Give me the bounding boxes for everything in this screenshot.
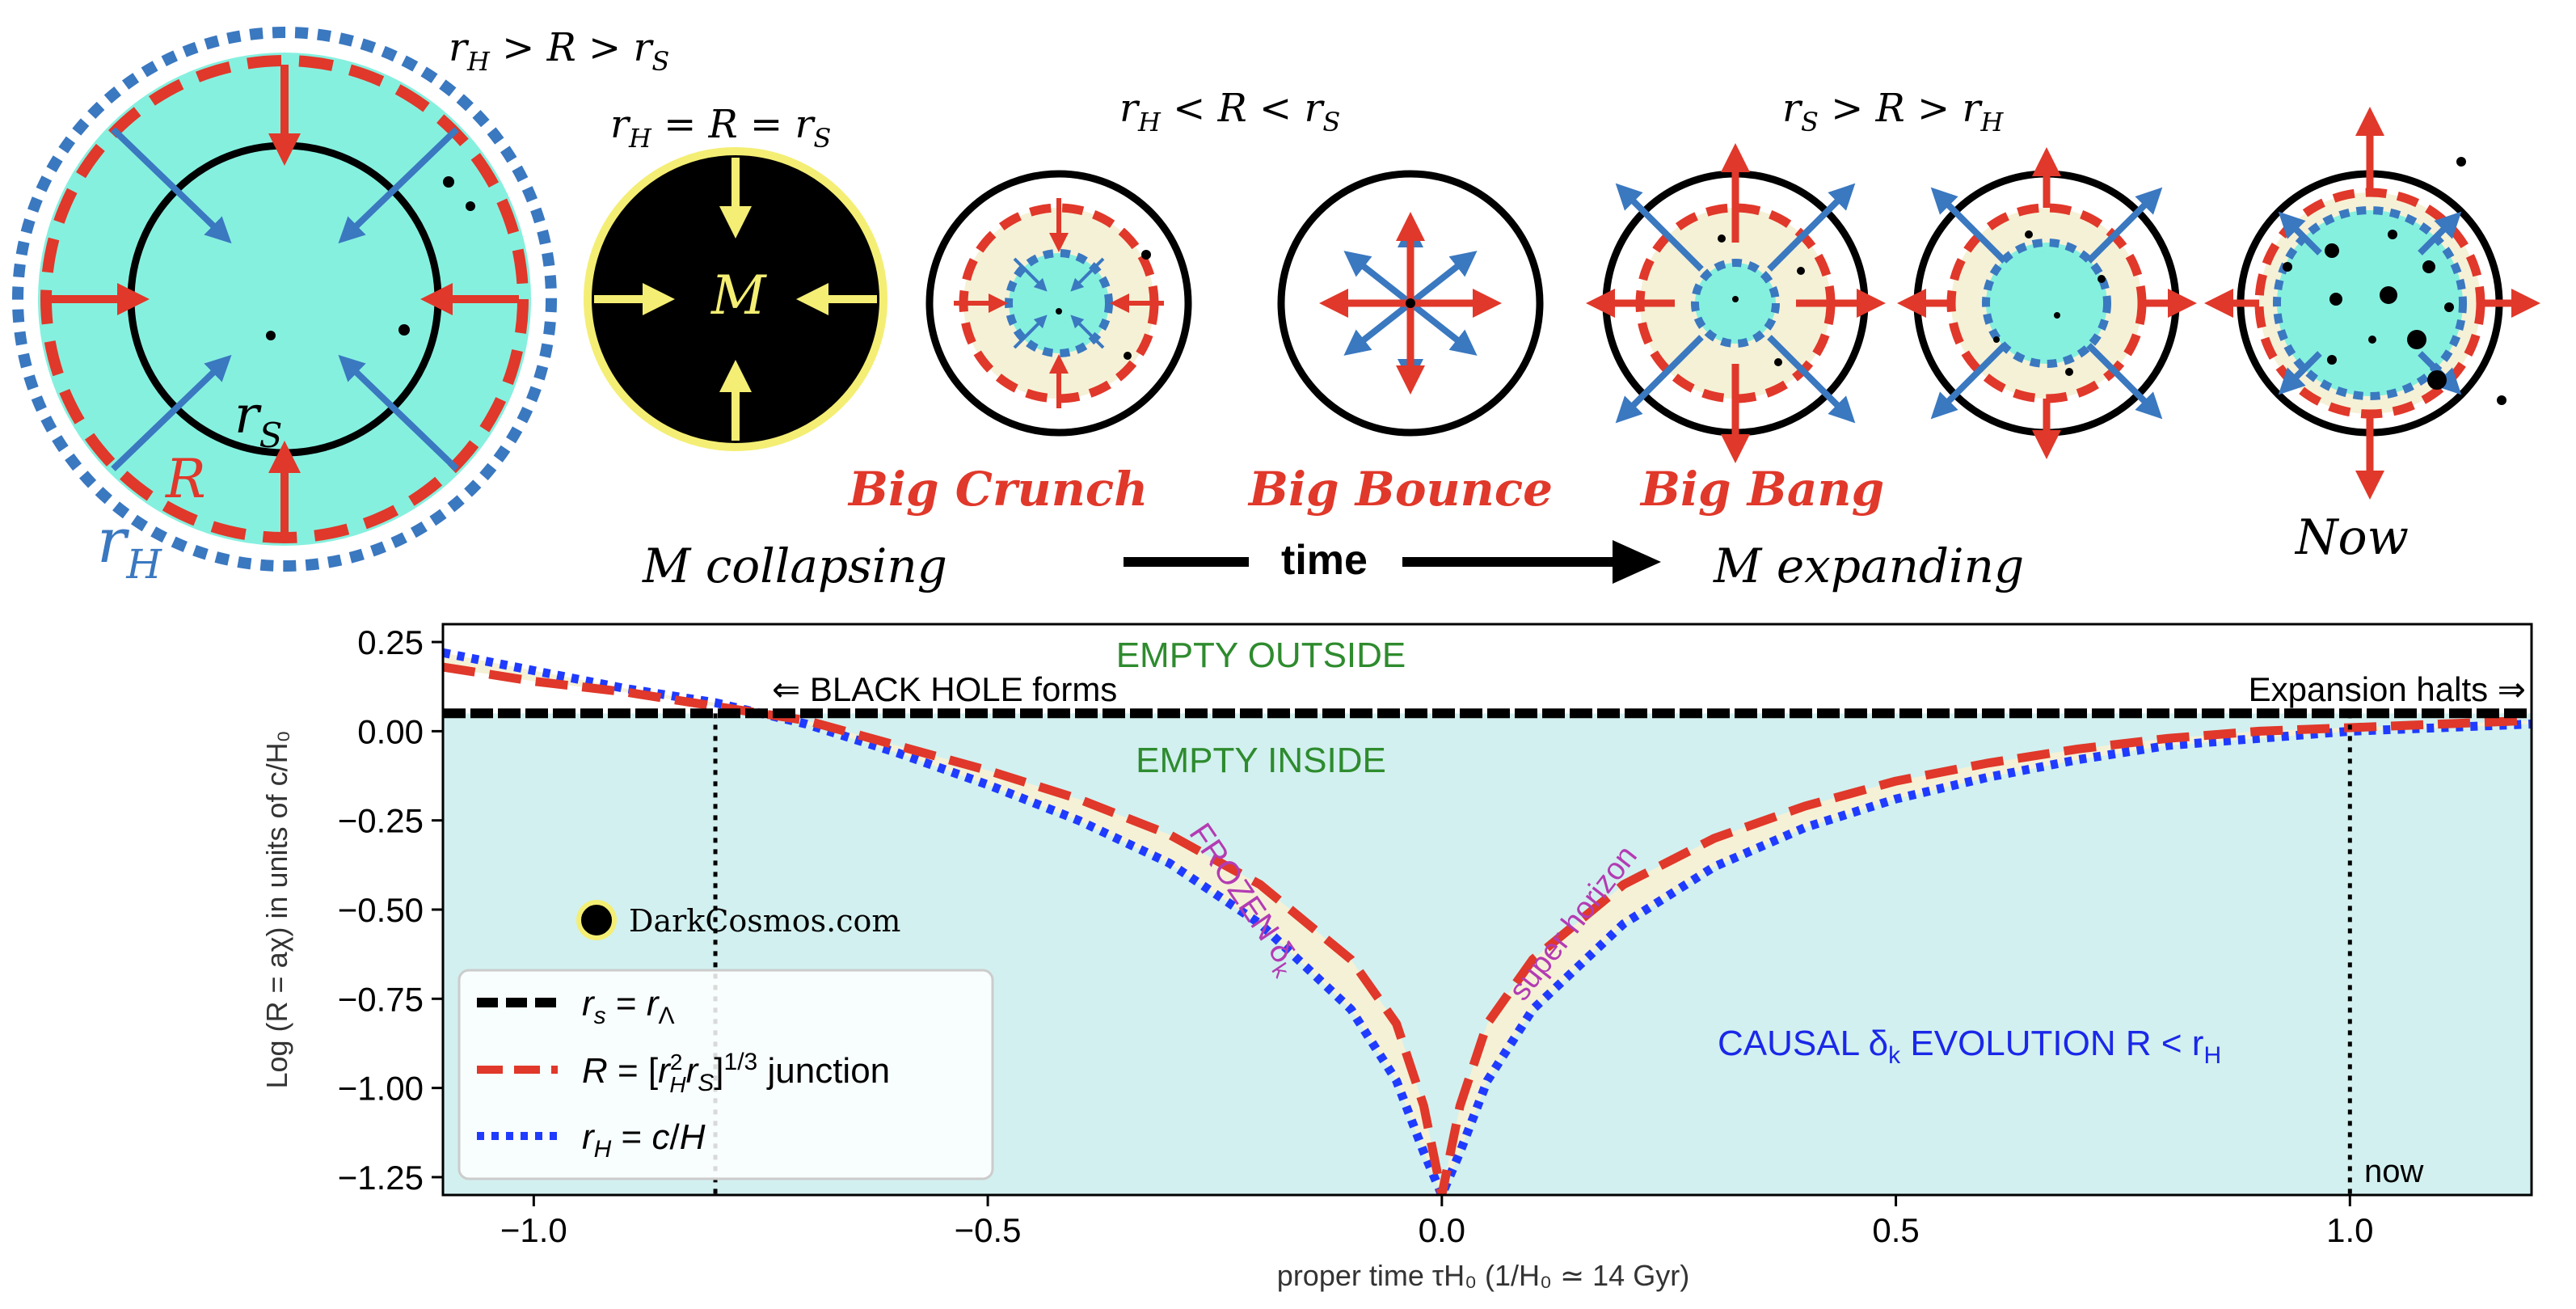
label-rs: rS (234, 386, 282, 455)
series-line-horizon (443, 648, 2532, 1195)
horizon-ring-rh (12, 27, 557, 572)
label-time: time (1281, 537, 1368, 584)
x-tick-label: −1.0 (500, 1211, 567, 1249)
x-tick-label: 1.0 (2326, 1211, 2373, 1249)
x-tick-label: −0.5 (955, 1211, 1022, 1249)
label-R: R (165, 448, 206, 510)
watermark-text: DarkCosmos.com (629, 903, 900, 939)
watermark-logo-icon (576, 900, 617, 940)
annotation-causal: CAUSAL δk EVOLUTION R < rH (1718, 1024, 2221, 1069)
series-line-junction (443, 662, 2532, 1195)
label-M: M (710, 264, 767, 327)
annotation-now: now (2364, 1154, 2423, 1189)
radius-vs-time-chart: −1.0 −0.5 0.0 0.5 1.0 0.25 0.00 −0.25 −0.50 −0.75… (260, 623, 2533, 1292)
label-m-collapsing: M collapsing (642, 538, 947, 593)
red-inward-arrows (50, 65, 519, 534)
stage-circle-big-crunch (925, 170, 1192, 437)
y-tick-label: −0.75 (338, 980, 424, 1018)
legend-entry-junction: R = [r2 HrS]1/3 junction (582, 1049, 890, 1097)
label-big-crunch: Big Crunch (847, 462, 1148, 517)
y-axis-label: Log (R = aχ) in units of c/H₀ (260, 730, 293, 1088)
y-tick-label: 0.25 (357, 623, 424, 661)
axis-ticks: −1.0 −0.5 0.0 0.5 1.0 0.25 0.00 −0.25 −0.50 −0.75… (338, 623, 2374, 1249)
annotation-black-hole-forms: ⇐ BLACK HOLE forms (772, 670, 1117, 708)
annotation-empty-inside: EMPTY INSIDE (1136, 741, 1386, 780)
label-big-bounce: Big Bounce (1247, 462, 1553, 517)
yellow-inward-arrows (594, 158, 877, 441)
y-tick-label: −0.25 (338, 802, 424, 840)
legend-entry-rs: rs = rΛ (582, 984, 675, 1029)
stage-circle-big-bounce (1277, 170, 1544, 437)
condition-equal: rH = R = rS (610, 102, 831, 154)
condition-inner: rH < R < rS (1119, 86, 1340, 137)
chart-legend: rs = rΛ R = [r2 HrS]1/3 junction rH = c/H (457, 969, 994, 1180)
watermark: DarkCosmos.com (576, 900, 900, 940)
label-rh: rH (97, 505, 162, 588)
matter-dots (266, 176, 475, 340)
annotation-expansion-halts: Expansion halts ⇒ (2249, 670, 2526, 708)
stage-circle-big-bang (1586, 143, 1886, 463)
x-axis-label: proper time τH₀ (1/H₀ ≃ 14 Gyr) (1277, 1259, 1689, 1292)
y-tick-label: −0.50 (338, 891, 424, 929)
stage-circle-black-hole: M rH = R = rS (584, 102, 887, 451)
blue-inward-arrows (111, 127, 459, 471)
x-tick-label: 0.0 (1419, 1211, 1465, 1249)
condition-outer: rH > R > rS (449, 25, 669, 77)
y-tick-label: 0.00 (357, 712, 424, 750)
label-now-top: Now (2294, 509, 2409, 566)
label-big-bang: Big Bang (1639, 462, 1884, 517)
evolution-diagram: rS R rH rH > R > rS M rH = R = rS (12, 25, 2540, 593)
condition-after: rS > R > rH (1782, 86, 2004, 137)
y-tick-label: −1.00 (338, 1070, 424, 1108)
stage-circle-expanding (1897, 147, 2197, 459)
time-arrow (1124, 540, 1661, 584)
stage-circle-outer-horizon: rS R rH rH > R > rS (12, 25, 669, 588)
y-tick-label: −1.25 (338, 1159, 424, 1197)
annotation-empty-outside: EMPTY OUTSIDE (1116, 635, 1406, 675)
label-m-expanding: M expanding (1713, 538, 2024, 593)
stage-circle-now (2204, 107, 2540, 500)
junction-ring-R (40, 55, 529, 543)
x-tick-label: 0.5 (1872, 1211, 1919, 1249)
